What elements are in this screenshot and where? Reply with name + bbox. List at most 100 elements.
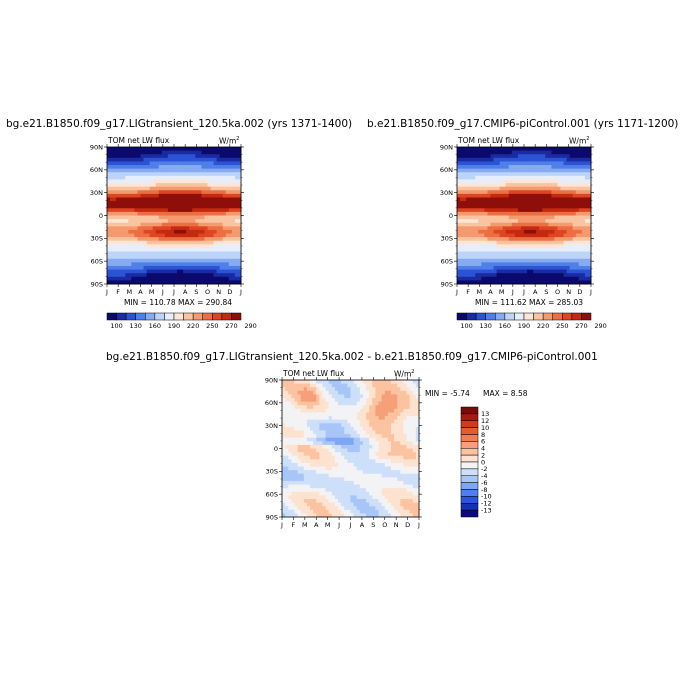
panel-a-cell <box>207 150 211 155</box>
panel-b-cell <box>463 244 467 249</box>
panel-a-cell <box>137 179 141 184</box>
panel-a-x-tick-label: M <box>127 288 133 296</box>
panel-a-cell <box>116 157 120 162</box>
panel-c-cell <box>341 480 345 485</box>
panel-a-cell <box>167 222 172 227</box>
panel-a-cell <box>167 201 172 206</box>
panel-c-cell <box>319 405 323 410</box>
panel-a-cell <box>158 229 163 234</box>
panel-b-cell <box>502 172 507 177</box>
panel-a-cell <box>177 251 181 256</box>
panel-c-cell <box>369 416 373 421</box>
panel-a-cell <box>146 204 151 209</box>
panel-a-cell <box>210 255 214 260</box>
panel-c-cell <box>306 434 311 439</box>
panel-a-colorbar-label: 190 <box>168 322 180 330</box>
panel-b-cell <box>584 172 589 177</box>
panel-c-cell <box>291 408 295 413</box>
panel-a-cell <box>231 233 236 238</box>
panel-b-cell <box>572 237 577 242</box>
panel-a-cell <box>177 193 181 198</box>
panel-b-cell <box>481 197 485 202</box>
panel-c-cell <box>300 423 305 428</box>
panel-a-cell <box>216 244 221 249</box>
panel-a-cell <box>131 197 135 202</box>
panel-b-cell <box>478 197 482 202</box>
panel-a-cell <box>161 175 166 180</box>
panel-b-cell <box>472 197 476 202</box>
panel-a-cell <box>228 157 233 162</box>
panel-c-cell <box>291 401 295 406</box>
panel-c-cell <box>316 509 320 514</box>
panel-b-cell <box>572 147 577 152</box>
panel-c-cell <box>306 405 311 410</box>
panel-a-cell <box>222 273 227 278</box>
panel-a-cell <box>207 157 211 162</box>
panel-b-cell <box>542 244 546 249</box>
panel-a-cell <box>161 258 166 263</box>
panel-b-cell <box>557 172 561 177</box>
panel-a-cell <box>195 226 199 231</box>
panel-b-cell <box>581 276 586 281</box>
panel-b-cell <box>469 197 473 202</box>
panel-a-colorbar-label: 270 <box>225 322 237 330</box>
panel-a-cell <box>134 265 138 270</box>
panel-a-colorbar-label: 290 <box>244 322 256 330</box>
panel-a-cell <box>183 247 187 252</box>
panel-a-cell <box>134 197 138 202</box>
panel-a-cell <box>164 226 169 231</box>
panel-b-cell <box>463 219 467 224</box>
panel-a-cell <box>237 165 242 170</box>
panel-a-cell <box>146 179 151 184</box>
panel-a-cell <box>198 265 202 270</box>
panel-b-cell <box>533 201 537 206</box>
panel-b-cell <box>527 265 531 270</box>
panel-c-cell <box>369 408 373 413</box>
panel-a-cell <box>170 280 175 285</box>
panel-a-cell <box>231 197 236 202</box>
panel-c-cell <box>297 423 302 428</box>
panel-c-cell <box>325 416 330 421</box>
panel-c-cell <box>394 437 398 442</box>
panel-b-cell <box>536 237 540 242</box>
panel-a-cell <box>204 165 208 170</box>
panel-a-cell <box>183 150 187 155</box>
panel-c-cell <box>288 455 292 460</box>
panel-c-cell <box>306 390 311 395</box>
panel-b-cell <box>578 226 583 231</box>
panel-c-cell <box>310 502 314 507</box>
panel-a-cell <box>122 237 126 242</box>
panel-b-cell <box>524 168 528 173</box>
panel-b-cell <box>554 172 558 177</box>
panel-a-cell <box>146 172 151 177</box>
panel-b-cell <box>578 211 583 216</box>
panel-b-cell <box>463 269 467 274</box>
panel-a-cell <box>231 154 236 159</box>
panel-b-cell <box>551 208 555 213</box>
panel-c-cell <box>288 441 292 446</box>
panel-a-cell <box>234 226 239 231</box>
panel-a-cell <box>116 147 120 152</box>
panel-a-cell <box>161 154 166 159</box>
panel-b-cell <box>511 175 516 180</box>
panel-a-stats: MIN = 110.78 MAX = 290.84 <box>124 298 233 307</box>
panel-a-cell <box>137 226 141 231</box>
panel-b-cell <box>499 183 504 188</box>
panel-b-cell <box>460 255 464 260</box>
panel-c-cell <box>384 416 389 421</box>
panel-b-cell <box>502 233 507 238</box>
panel-c-cell <box>282 405 286 410</box>
panel-c-cell <box>362 452 367 457</box>
panel-a-cell <box>213 147 218 152</box>
panel-c-cell <box>322 394 326 399</box>
panel-a-cell <box>174 165 178 170</box>
panel-b-cell <box>569 255 574 260</box>
panel-b-cell <box>542 276 546 281</box>
panel-a-cell <box>170 247 175 252</box>
panel-c-cell <box>310 459 314 464</box>
panel-c-cell <box>282 416 286 421</box>
panel-a-cell <box>167 172 172 177</box>
panel-c-cell <box>285 459 289 464</box>
panel-c-cell <box>338 426 342 431</box>
panel-a-cell <box>134 147 138 152</box>
